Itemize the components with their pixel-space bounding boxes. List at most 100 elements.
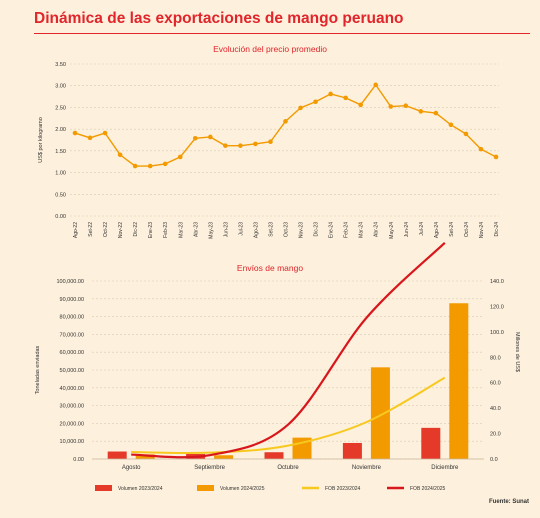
- shipments-chart: Envíos de mango 0.00 10,000.00 20,000.00 30,…: [35, 242, 520, 492]
- y2-tick-label: 80.0: [490, 355, 501, 361]
- x-tick-label: Septiembre: [194, 465, 225, 471]
- price-point: [253, 141, 258, 147]
- x-tick-label: Set-23: [268, 222, 274, 237]
- y2-tick-label: 100.0: [490, 330, 504, 336]
- x-tick-label: Jul-24: [419, 222, 425, 236]
- x-tick-label: Nov-22: [118, 222, 124, 238]
- x-tick-label: Abr-24: [374, 222, 380, 237]
- x-tick-label: Ene-23: [148, 222, 154, 238]
- price-chart: Evolución del precio promedio 0.00 0.50 1.0…: [38, 44, 500, 239]
- bar: [370, 367, 390, 459]
- y-tick-label: 100,000.00: [56, 279, 84, 285]
- x-tick-label: Set-24: [449, 222, 455, 237]
- price-point: [177, 154, 183, 160]
- price-point: [403, 103, 409, 108]
- price-point: [373, 82, 379, 88]
- y-tick-label: 3.50: [55, 62, 66, 68]
- x-tick-label: Dic-22: [133, 222, 139, 237]
- x-tick-label: Jun-23: [223, 222, 229, 238]
- y-tick-label: 1.50: [55, 149, 66, 155]
- x-tick-label: Jul-23: [238, 222, 244, 236]
- price-point: [162, 161, 168, 167]
- price-point: [418, 109, 424, 114]
- price-point: [132, 163, 138, 169]
- x-tick-label: Jun-24: [404, 222, 410, 238]
- x-tick-label: Dic-23: [314, 222, 320, 237]
- y-tick-label: 3.00: [55, 84, 66, 90]
- legend-label: Volumen 2024/2025: [220, 486, 265, 492]
- price-point: [102, 130, 108, 136]
- y2-tick-label: 40.0: [490, 406, 501, 412]
- legend-swatch: [197, 485, 214, 491]
- price-point: [238, 143, 243, 148]
- y-tick-label: 40,000.00: [60, 386, 84, 392]
- chart-title: Evolución del precio promedio: [213, 44, 327, 54]
- price-point: [283, 119, 288, 124]
- x-tick-label: Oct-24: [464, 222, 470, 237]
- price-point: [448, 122, 454, 128]
- y-tick-label: 1.00: [55, 171, 66, 177]
- price-point: [223, 143, 228, 148]
- y2-axis-label: Millones de US$: [514, 332, 520, 372]
- x-tick-label: Agosto: [122, 465, 141, 471]
- price-point: [117, 152, 123, 158]
- y2-tick-label: 60.0: [490, 381, 501, 387]
- x-tick-label: Ago-22: [73, 222, 79, 238]
- x-tick-label: Diciembre: [431, 465, 459, 471]
- y-tick-label: 0.50: [55, 192, 66, 198]
- price-point: [298, 105, 303, 111]
- y2-tick-label: 140.0: [490, 279, 504, 285]
- price-point: [358, 102, 363, 108]
- x-tick-label: Mar-24: [359, 222, 365, 238]
- x-tick-label: Nov-23: [299, 222, 305, 238]
- source-note: Fuente: Sunat: [489, 499, 529, 505]
- y-tick-label: 50,000.00: [60, 368, 84, 374]
- y-tick-label: 90,000.00: [60, 297, 84, 303]
- price-point: [268, 139, 273, 145]
- bar: [135, 454, 155, 459]
- legend-label: Volumen 2023/2024: [118, 486, 163, 492]
- bar: [107, 451, 127, 459]
- x-tick-label: Set-22: [88, 222, 94, 237]
- x-tick-label: Ene-24: [329, 222, 335, 238]
- x-tick-label: Oct-22: [103, 222, 109, 237]
- x-tick-label: Mar-23: [178, 222, 184, 238]
- price-point: [208, 134, 213, 140]
- price-point: [192, 135, 198, 141]
- fob-line: [131, 242, 446, 459]
- y-tick-label: 2.00: [55, 127, 66, 133]
- y-tick-label: 60,000.00: [60, 350, 84, 356]
- y2-tick-label: 120.0: [490, 304, 504, 310]
- y-tick-label: 10,000.00: [60, 439, 84, 445]
- legend-label: FOB 2024/2025: [410, 486, 446, 492]
- y-tick-label: 80,000.00: [60, 315, 84, 321]
- y-tick-label: 20,000.00: [60, 421, 84, 427]
- price-point: [328, 91, 333, 97]
- y-tick-label: 0.00: [73, 457, 84, 463]
- legend-label: FOB 2023/2024: [325, 486, 361, 492]
- price-point: [72, 130, 78, 136]
- bar: [264, 452, 284, 459]
- bar: [214, 455, 234, 459]
- x-tick-label: Dic-24: [494, 222, 500, 237]
- y-tick-label: 0.00: [55, 214, 66, 220]
- legend-swatch: [95, 485, 112, 491]
- x-tick-label: Feb-24: [344, 222, 350, 238]
- x-tick-label: Oct-23: [284, 222, 290, 237]
- x-tick-label: Feb-23: [163, 222, 169, 238]
- price-point: [313, 99, 318, 105]
- x-tick-label: Abr-23: [193, 222, 199, 237]
- fob-line: [131, 376, 446, 455]
- y2-tick-label: 0.0: [490, 457, 498, 463]
- y-tick-label: 30,000.00: [60, 404, 84, 410]
- y2-tick-label: 20.0: [490, 432, 501, 438]
- page-title: Dinámica de las exportaciones de mango p…: [34, 10, 404, 27]
- bar: [421, 427, 441, 459]
- price-point: [388, 104, 394, 109]
- x-tick-label: Ago-23: [253, 222, 259, 238]
- price-point: [87, 135, 93, 141]
- y-axis-label: US$ por kilogramo: [38, 117, 44, 163]
- x-tick-label: Noviembre: [352, 465, 382, 471]
- x-tick-label: Octubre: [277, 465, 299, 471]
